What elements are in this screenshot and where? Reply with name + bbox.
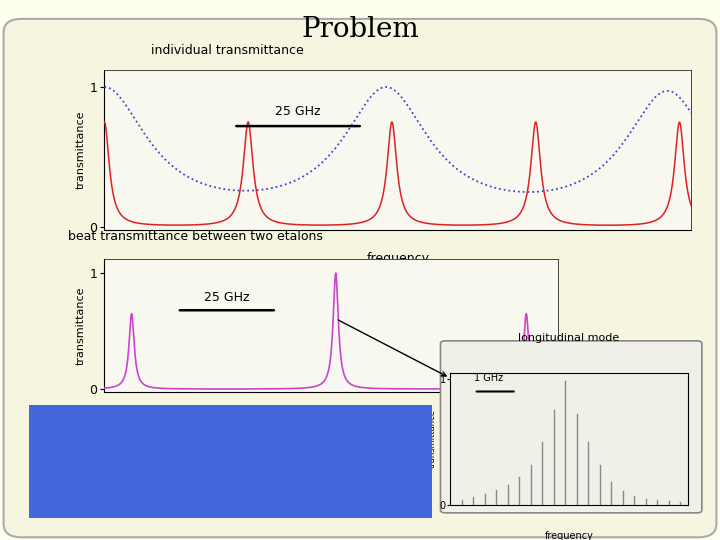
Text: frequency: frequency [366, 252, 429, 265]
Text: Problem: Problem [301, 16, 419, 43]
Text: longitudinal mode: longitudinal mode [518, 334, 619, 343]
Text: beat transmittance between two etalons: beat transmittance between two etalons [68, 231, 323, 244]
Text: frequency: frequency [544, 531, 593, 540]
Y-axis label: transmittance: transmittance [428, 409, 437, 468]
Text: beat of two etalons.: beat of two etalons. [49, 498, 207, 512]
Text: frequency: frequency [277, 414, 340, 427]
Y-axis label: transmittance: transmittance [76, 111, 85, 189]
Text: individual transmittance: individual transmittance [151, 44, 304, 57]
Text: 25 GHz: 25 GHz [204, 291, 250, 304]
FancyBboxPatch shape [13, 401, 448, 523]
FancyBboxPatch shape [441, 341, 702, 513]
Text: 1 GHz: 1 GHz [474, 373, 503, 383]
Text: mode of an external cavity: mode of an external cavity [49, 464, 259, 478]
Text: the longitudinal: the longitudinal [226, 430, 351, 444]
Text: We should consider: We should consider [49, 430, 207, 444]
Y-axis label: transmittance: transmittance [76, 286, 85, 364]
Text: as well as: as well as [287, 464, 369, 478]
Text: 25 GHz: 25 GHz [275, 105, 321, 118]
FancyBboxPatch shape [4, 19, 716, 537]
